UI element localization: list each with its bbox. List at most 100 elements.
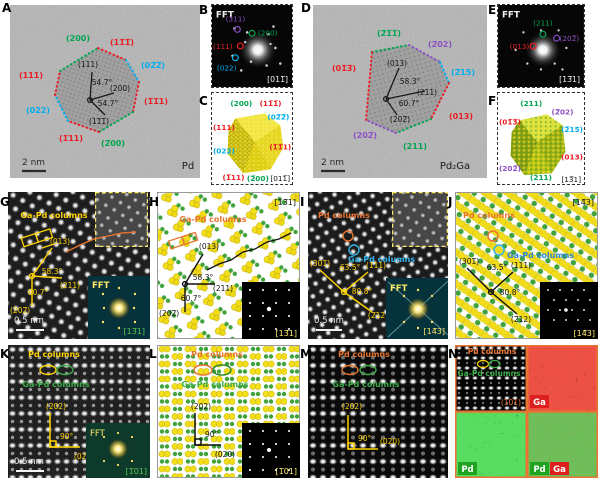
fft-central-beam <box>238 30 278 70</box>
panel-letter-g: G <box>0 195 10 209</box>
plane-label: (020) <box>380 437 400 446</box>
spot-label: (022) <box>217 63 237 72</box>
facet-label: (1̅11) <box>223 173 245 182</box>
facet-label: (01̅3̅) <box>332 64 356 73</box>
panel-e-fft-pd2ga: FFT (211) (013) (202̅) [13̅1] <box>497 4 585 88</box>
angle-annotation <box>194 413 221 446</box>
zone-axis-label: [1̅01] <box>275 467 297 476</box>
facet-label: (11̅1̅) <box>110 38 134 47</box>
ga-pd-columns-label: Ga-Pd columns <box>348 255 415 264</box>
scale-bar: 0.5 nm <box>314 316 344 331</box>
zone-axis-label: [14̅3] <box>423 327 445 336</box>
overlay-map-quadrant: Pd Ga <box>527 412 598 478</box>
plane-label: (2̅12) <box>511 315 531 324</box>
plane-label: (020) <box>74 452 94 461</box>
ga-pd-columns-label: Ga-Pd columns <box>22 380 89 389</box>
profile-line <box>206 232 292 271</box>
angle-value: 58.3° <box>400 77 421 86</box>
facet-label: (200) <box>230 99 252 108</box>
panel-letter-m: M <box>300 347 312 361</box>
zone-axis-label: [14̅3] <box>573 329 595 338</box>
ga-pd-columns-label: Ga-Pd columns <box>20 211 87 220</box>
plane-label: (301̅) <box>310 259 330 268</box>
facet-label: (022) <box>26 106 50 115</box>
angle-annotation <box>466 267 518 315</box>
panel-letter-b: B <box>199 3 209 17</box>
angle-value: 80.8° <box>500 288 521 297</box>
facet-outline <box>365 44 450 134</box>
plane-label: (202̅) <box>159 309 179 318</box>
fft-title: FFT <box>502 11 520 21</box>
facet-label: (111) <box>19 71 43 80</box>
facet-label: (200) <box>66 34 90 43</box>
pd-particle-model <box>227 113 284 174</box>
panel-letter-l: L <box>149 347 157 361</box>
angle-value: 54.7° <box>98 99 119 108</box>
panel-k-stem: Pd columns Ga-Pd columns (202) 90° (020)… <box>8 345 150 478</box>
ga-map-quadrant: Ga <box>527 345 598 412</box>
zone-axis-label: [13̅1] <box>274 198 296 207</box>
unit-cell-boxes <box>20 228 54 248</box>
zone-axis-label: [1̅01] <box>125 467 147 476</box>
unit-cell-boxes <box>167 231 199 250</box>
plane-label: (202̅) <box>390 115 410 124</box>
zone-axis-label: [13̅1] <box>559 75 580 84</box>
fft-inset: FFT [1̅01] <box>86 423 150 478</box>
angle-annotation <box>49 413 80 448</box>
facet-label: (2̅15) <box>561 125 583 134</box>
panel-letter-d: D <box>301 1 311 15</box>
spot-label: (311) <box>226 15 246 24</box>
ga-badge-label: Ga <box>533 398 546 408</box>
plane-label: (202) <box>191 402 211 411</box>
plane-label: (301̅) <box>459 257 479 266</box>
plane-label: (211) <box>417 88 437 97</box>
ga-badge <box>530 395 549 408</box>
ga-pd-column-marker <box>359 364 377 376</box>
panel-letter-e: E <box>488 3 497 17</box>
simulated-image-inset <box>94 192 148 247</box>
ga-pd-column-marker <box>212 364 232 376</box>
angle-annotation <box>28 247 63 306</box>
fft-title: FFT <box>92 281 110 291</box>
pd-column-marker <box>487 230 499 242</box>
plane-label: (111) <box>366 261 386 270</box>
scale-bar: 2 nm <box>22 158 46 173</box>
facet-label: (013) <box>449 112 473 121</box>
panel-d-hrtem-pd2ga: (2̅1̅1̅) (2̅02) (2̅15) (013) (211) (202̅… <box>313 5 487 178</box>
pd-badge-label: Pd <box>533 465 545 475</box>
panel-border <box>455 192 598 339</box>
spot-label: (200) <box>258 28 278 37</box>
particle-region <box>366 45 449 133</box>
pd-map-quadrant: Pd <box>455 412 527 478</box>
plane-pointer-line <box>41 243 55 249</box>
fft-central-beam <box>524 31 562 69</box>
panel-letter-c: C <box>199 94 208 108</box>
simulated-diffraction-inset: [13̅1] <box>242 282 300 339</box>
scale-bar: 0.5 nm <box>14 457 44 472</box>
scale-bar: 0.5 nm <box>14 316 44 331</box>
indexed-spot-rings <box>231 25 256 62</box>
spot-label: (202̅) <box>560 34 580 43</box>
angle-value: 60.7° <box>399 99 420 108</box>
pd-column-marker <box>342 230 354 242</box>
plane-label: (020) <box>215 450 235 459</box>
plane-label: (111) <box>511 261 531 270</box>
panel-letter-i: I <box>300 195 305 209</box>
facet-label: (02̅2̅) <box>267 112 289 121</box>
facet-label: (2̅15) <box>451 68 475 77</box>
panel-l-model: Pd columns Ga-Pd columns (202) 90° (020)… <box>157 345 300 478</box>
plane-label: (013) <box>50 237 70 246</box>
pd-column-marker <box>341 364 359 376</box>
facet-label: (2̅00) <box>101 139 125 148</box>
panel-border <box>157 192 300 339</box>
zone-axis-label: [13̅1] <box>561 175 581 184</box>
facet-label: (01̅3̅) <box>499 117 521 126</box>
angle-annotation <box>181 253 215 312</box>
panel-j-model: [14̅3] Pd columns Ga-Pd columns (301̅) 6… <box>455 192 598 339</box>
pd-columns-label: Pd columns <box>468 347 517 356</box>
particle-region <box>55 48 139 132</box>
ga-badge <box>550 462 569 475</box>
simulated-image-background <box>308 345 448 478</box>
facet-label: (1̅11) <box>59 134 83 143</box>
facet-label: (111) <box>213 123 235 132</box>
